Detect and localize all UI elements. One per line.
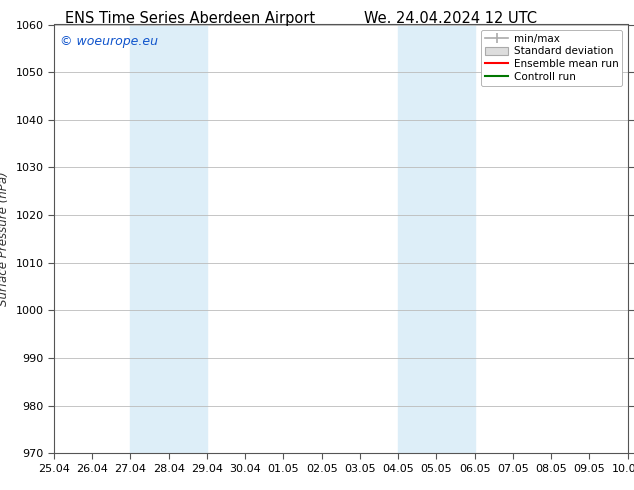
Bar — [131, 24, 207, 453]
Text: © woeurope.eu: © woeurope.eu — [60, 35, 158, 48]
Bar — [398, 24, 475, 453]
Text: ENS Time Series Aberdeen Airport: ENS Time Series Aberdeen Airport — [65, 11, 315, 26]
Y-axis label: Surface Pressure (hPa): Surface Pressure (hPa) — [0, 172, 10, 306]
Text: We. 24.04.2024 12 UTC: We. 24.04.2024 12 UTC — [364, 11, 536, 26]
Legend: min/max, Standard deviation, Ensemble mean run, Controll run: min/max, Standard deviation, Ensemble me… — [481, 30, 623, 86]
